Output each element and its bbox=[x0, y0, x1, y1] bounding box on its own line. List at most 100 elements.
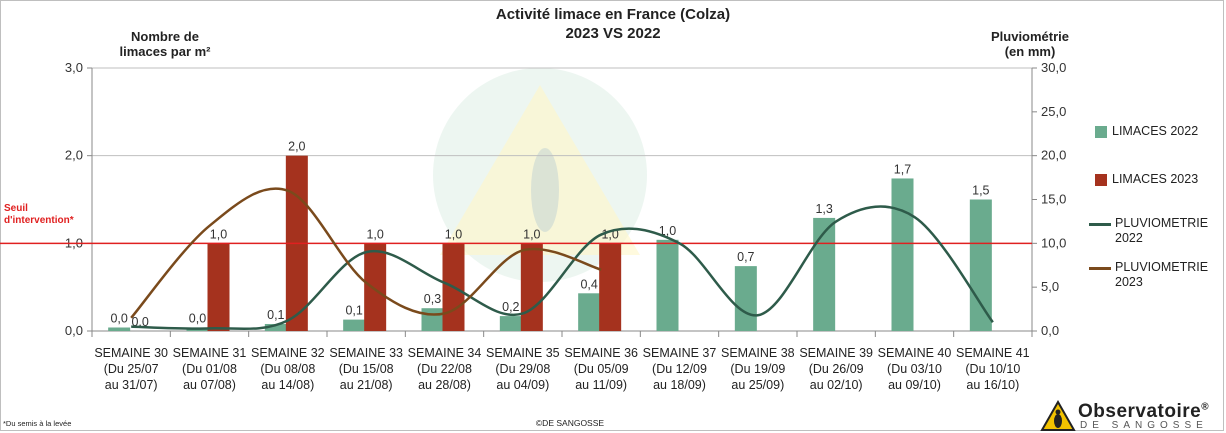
x-tick-label: au 31/07) bbox=[105, 378, 158, 392]
x-tick-label: SEMAINE 31 bbox=[173, 346, 247, 360]
series-line bbox=[130, 187, 602, 319]
bar bbox=[734, 266, 757, 331]
x-tick-label: SEMAINE 40 bbox=[878, 346, 952, 360]
watermark-slug bbox=[531, 148, 559, 232]
bar bbox=[578, 293, 601, 331]
bar bbox=[421, 308, 444, 331]
data-label: 1,0 bbox=[366, 227, 383, 241]
data-label: 1,3 bbox=[815, 202, 832, 216]
y-axis-title-line1: Nombre de bbox=[131, 29, 199, 44]
bar bbox=[599, 243, 622, 331]
y2-tick-label: 20,0 bbox=[1041, 148, 1066, 163]
legend-swatch-bar bbox=[1095, 126, 1107, 138]
x-tick-label: SEMAINE 30 bbox=[94, 346, 168, 360]
x-tick-label: (Du 26/09 bbox=[809, 362, 864, 376]
data-label: 0,0 bbox=[110, 311, 127, 325]
bar bbox=[108, 327, 131, 331]
x-tick-label: SEMAINE 38 bbox=[721, 346, 795, 360]
data-label: 0,7 bbox=[737, 250, 754, 264]
data-label: 1,0 bbox=[210, 227, 227, 241]
x-tick-label: au 16/10) bbox=[966, 378, 1019, 392]
x-tick-label: SEMAINE 33 bbox=[329, 346, 403, 360]
x-tick-label: SEMAINE 41 bbox=[956, 346, 1030, 360]
chart-title: Activité limace en France (Colza) bbox=[495, 6, 731, 23]
x-tick-label: (Du 15/08 bbox=[339, 362, 394, 376]
y-tick-label: 3,0 bbox=[65, 60, 83, 75]
threshold-label: Seuil d'intervention* bbox=[4, 203, 74, 227]
bar bbox=[813, 217, 836, 331]
x-tick-label: (Du 19/09 bbox=[730, 362, 785, 376]
bar bbox=[207, 243, 230, 331]
x-tick-label: SEMAINE 34 bbox=[408, 346, 482, 360]
bar bbox=[264, 323, 287, 331]
legend-swatch-bar bbox=[1095, 174, 1107, 186]
observatoire-logo: Observatoire® DE SANGOSSE bbox=[1040, 400, 1224, 432]
x-tick-label: au 18/09) bbox=[653, 378, 706, 392]
x-tick-label: (Du 08/08 bbox=[260, 362, 315, 376]
threshold-label-line2: d'intervention* bbox=[4, 215, 74, 226]
y2-tick-label: 15,0 bbox=[1041, 192, 1066, 207]
legend-swatch-line bbox=[1089, 223, 1111, 226]
data-label: 0,3 bbox=[424, 292, 441, 306]
series-line bbox=[131, 205, 994, 331]
logo-triangle-icon bbox=[1040, 400, 1076, 431]
bar bbox=[343, 319, 366, 331]
y2-tick-label: 10,0 bbox=[1041, 235, 1066, 250]
x-tick-label: au 02/10) bbox=[810, 378, 863, 392]
bar bbox=[499, 316, 522, 331]
x-tick-label: au 21/08) bbox=[340, 378, 393, 392]
legend-label: LIMACES 2022 bbox=[1112, 124, 1199, 138]
x-tick-label: SEMAINE 32 bbox=[251, 346, 325, 360]
logo-name: Observatoire® bbox=[1078, 401, 1210, 422]
legend-label: PLUVIOMETRIE 2023 bbox=[1115, 260, 1209, 289]
bar bbox=[364, 243, 387, 331]
y2-tick-label: 5,0 bbox=[1041, 279, 1059, 294]
y2-axis-title-line1: Pluviométrie bbox=[990, 29, 1070, 44]
y-tick-label: 0,0 bbox=[65, 323, 83, 338]
data-label: 0,4 bbox=[580, 277, 597, 291]
y2-axis-title: Pluviométrie (en mm) bbox=[975, 29, 1085, 59]
data-label: 0,1 bbox=[267, 308, 284, 322]
x-tick-label: au 25/09) bbox=[731, 378, 784, 392]
y2-tick-label: 0,0 bbox=[1041, 323, 1059, 338]
x-tick-label: au 11/09) bbox=[575, 378, 627, 392]
x-tick-label: au 07/08) bbox=[183, 378, 236, 392]
x-tick-label: au 14/08) bbox=[261, 378, 314, 392]
copyright: ©DE SANGOSSE bbox=[535, 418, 605, 428]
legend-swatch-line bbox=[1089, 267, 1111, 270]
data-label: 0,1 bbox=[345, 304, 362, 318]
x-tick-label: SEMAINE 36 bbox=[564, 346, 638, 360]
x-tick-label: SEMAINE 37 bbox=[643, 346, 717, 360]
legend-label: LIMACES 2023 bbox=[1112, 172, 1199, 186]
data-label: 1,7 bbox=[894, 162, 911, 176]
x-tick-label: SEMAINE 35 bbox=[486, 346, 560, 360]
bar bbox=[891, 178, 914, 331]
x-tick-label: au 09/10) bbox=[888, 378, 941, 392]
footnote: *Du semis à la levée bbox=[3, 419, 72, 428]
x-tick-label: SEMAINE 39 bbox=[799, 346, 873, 360]
x-tick-label: (Du 10/10 bbox=[965, 362, 1020, 376]
bar bbox=[520, 243, 543, 331]
x-tick-label: (Du 12/09 bbox=[652, 362, 707, 376]
x-tick-label: (Du 22/08 bbox=[417, 362, 472, 376]
y-axis-title-line2: limaces par m² bbox=[119, 44, 211, 59]
x-tick-label: au 28/08) bbox=[418, 378, 471, 392]
y-axis-title: Nombre de limaces par m² bbox=[100, 29, 230, 59]
data-label: 1,0 bbox=[523, 227, 540, 241]
data-label: 2,0 bbox=[288, 140, 305, 154]
x-tick-label: (Du 01/08 bbox=[182, 362, 237, 376]
data-label: 0,2 bbox=[502, 300, 519, 314]
x-tick-label: (Du 29/08 bbox=[495, 362, 550, 376]
y2-axis-title-line2: (en mm) bbox=[1004, 44, 1056, 59]
data-label: 1,0 bbox=[659, 224, 676, 238]
chart-subtitle: 2023 VS 2022 bbox=[565, 25, 661, 42]
y2-tick-label: 30,0 bbox=[1041, 60, 1066, 75]
data-label: 1,0 bbox=[445, 227, 462, 241]
y2-tick-label: 25,0 bbox=[1041, 104, 1066, 119]
logo-subtitle: DE SANGOSSE bbox=[1080, 420, 1208, 431]
data-label: 1,5 bbox=[972, 184, 989, 198]
bar bbox=[656, 239, 679, 331]
legend-label: PLUVIOMETRIE 2022 bbox=[1115, 216, 1209, 245]
